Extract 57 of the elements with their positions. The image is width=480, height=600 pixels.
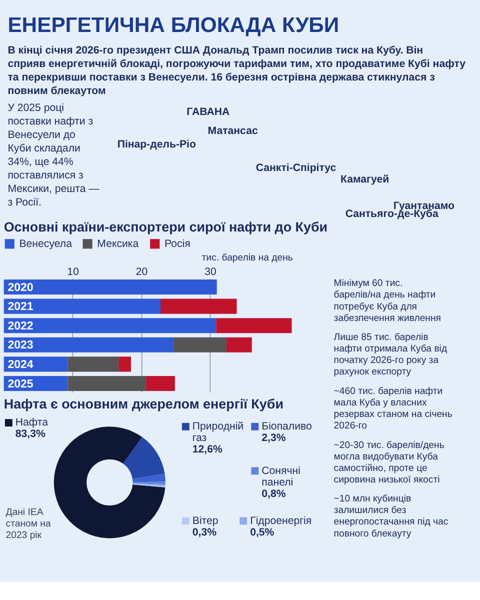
text: ~460 тис. барелів нафти мала Куба у власних резервах станом на січень 2026-го	[334, 386, 452, 432]
y-tick-label: 2023	[8, 340, 34, 352]
legend-label: Вітер	[192, 514, 218, 527]
text: Санкті-Спірітус	[256, 162, 336, 174]
bar	[146, 376, 175, 392]
text: Пінар-дель-Ріо	[117, 138, 196, 151]
y-tick-label: 2025	[8, 378, 34, 390]
legend-label: Нафта	[15, 416, 48, 429]
legend-label: Венесуела	[19, 238, 72, 250]
legend-label: Біопаливо	[262, 420, 312, 433]
text: Лише 85 тис. барелів нафти отримала Куба від початку 2026-го року за рахунок експорту	[334, 332, 448, 378]
donut-slice	[123, 437, 165, 479]
text: ~10 млн кубинців залишилися без енергопостачання під час повного блекауту	[334, 494, 448, 540]
legend-label: Сонячні панелі	[262, 464, 300, 488]
y-tick-label: 2022	[8, 320, 34, 332]
chart-title: Нафта є основним джерелом енергії Куби	[4, 396, 284, 412]
text: Камагуей	[340, 173, 390, 186]
x-tick-label: 10	[67, 266, 80, 278]
data-label: 2,3%	[262, 432, 286, 444]
data-label: 0,5%	[250, 526, 275, 538]
text: Дані IEA станом на 2023 рік	[6, 507, 52, 542]
data-label: 0,8%	[262, 488, 286, 500]
bar	[160, 298, 237, 314]
text: В кінці січня 2026-го президент США Дональд Трамп посилив тиск на Кубу. Він сприяв енергетичній блокаді, погрожуючи тарифами тим, хто продаватиме Кубі нафту та перекривши поставки з Венесуели. 16 березня острівна держава стикнулася з повним блекаутом	[8, 44, 466, 97]
bar	[68, 356, 119, 372]
data-label: 12,6%	[192, 444, 223, 456]
x-tick-label: 20	[136, 266, 148, 278]
y-tick-label: 2021	[8, 301, 34, 314]
bar	[118, 356, 131, 372]
donut-slice	[132, 474, 166, 482]
legend-label: Мексика	[97, 238, 139, 250]
bar	[226, 337, 252, 352]
bar	[4, 318, 216, 334]
x-tick-label: 30	[204, 266, 216, 278]
chart-title: Основні країни-експортери сирої нафти до Куби	[4, 219, 328, 234]
data-label: 0,3%	[192, 526, 218, 538]
text: ЕНЕРГЕТИЧНА БЛОКАДА КУБИ	[8, 14, 340, 38]
text: Мінімум 60 тис. барелів/на день нафти потребує Куба для забезпечення живлення	[334, 278, 441, 324]
legend-label: Росія	[164, 238, 190, 250]
x-axis-title: тис. барелів на день	[202, 252, 293, 264]
data-label: 83,3%	[15, 428, 46, 440]
bar	[68, 376, 146, 392]
y-tick-label: 2020	[8, 282, 34, 294]
bar	[4, 337, 174, 352]
bar	[216, 318, 292, 334]
legend-label: Природній газ	[192, 420, 244, 444]
text: Матансас	[208, 125, 258, 138]
text: У 2025 році поставки нафти з Венесуели до Куби складали 34%, ще 44% поставлялися з Мексики, решта — з Росії.	[8, 102, 100, 208]
donut-slice	[132, 482, 166, 485]
y-tick-label: 2024	[8, 359, 34, 372]
text: ГАВАНА	[186, 106, 230, 118]
text: ~20-30 тис. барелів/день могла видобувати Куба самостійно, проте це сировина низької якості	[334, 440, 444, 486]
bar	[174, 337, 226, 352]
bar	[4, 298, 161, 314]
donut-slice	[54, 426, 166, 538]
legend-label: Гідроенергія	[250, 514, 312, 527]
bar	[4, 279, 217, 295]
